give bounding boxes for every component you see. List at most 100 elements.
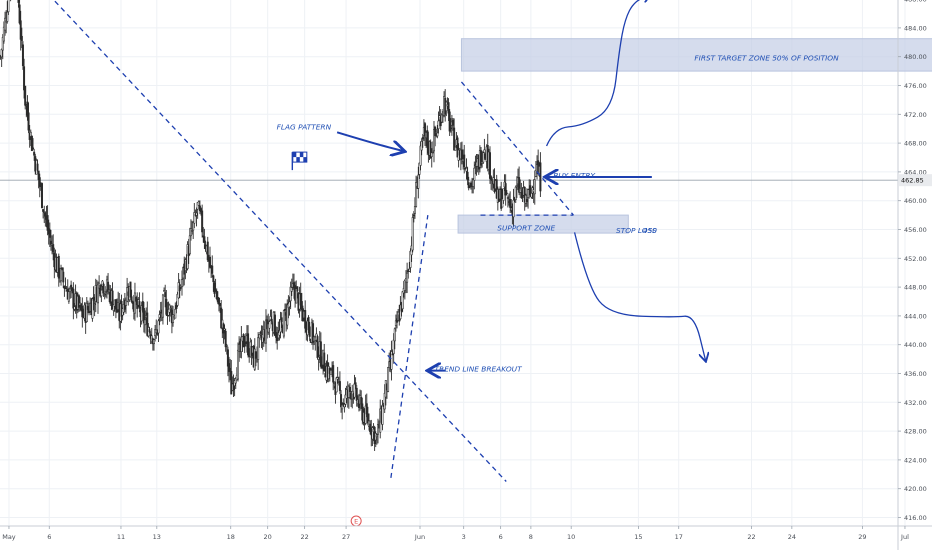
candle-body <box>421 137 424 140</box>
candle-body <box>129 281 132 298</box>
candle-body <box>391 353 394 356</box>
candle-body <box>539 162 542 192</box>
candle-body <box>527 189 530 198</box>
candle-body <box>157 320 160 334</box>
candle-body <box>211 265 214 274</box>
candle-body <box>73 306 76 310</box>
candle-body <box>38 177 41 187</box>
candle-body <box>91 298 94 319</box>
x-tick-label: Jul <box>900 533 909 541</box>
candle-body <box>338 381 341 391</box>
candle-body <box>124 299 127 306</box>
y-tick-label: 432.00 <box>904 399 927 407</box>
candle-body <box>529 185 532 196</box>
grid <box>0 0 906 526</box>
candle-body <box>195 212 198 216</box>
flag-check <box>296 157 300 163</box>
x-tick-label: 17 <box>675 533 683 541</box>
candle-body <box>161 294 164 318</box>
x-tick-label: Jun <box>414 533 425 541</box>
candle-body <box>174 308 177 319</box>
x-tick-label: 11 <box>117 533 125 541</box>
x-tick-label: 8 <box>529 533 533 541</box>
y-tick-label: 456.00 <box>904 226 927 234</box>
candle-body <box>365 403 368 415</box>
candle-body <box>206 241 209 261</box>
candle-body <box>72 288 75 309</box>
y-tick-label: 444.00 <box>904 312 927 320</box>
candle-body <box>533 179 536 195</box>
candle-body <box>138 301 141 309</box>
trend-line-2 <box>390 215 429 478</box>
candle-body <box>140 305 143 322</box>
candle-body <box>408 268 411 272</box>
candles <box>0 0 542 451</box>
candle-body <box>340 394 343 408</box>
candle-body <box>257 337 260 360</box>
candle-body <box>290 287 293 292</box>
candle-body <box>304 310 307 329</box>
candle-body <box>530 192 533 198</box>
candle-body <box>434 126 437 137</box>
candle-body <box>20 35 23 41</box>
candle-body <box>341 404 344 410</box>
candle-body <box>100 289 103 297</box>
candle-body <box>413 206 416 214</box>
candle-body <box>229 367 232 372</box>
y-tick-label: 440.00 <box>904 341 927 349</box>
candle-body <box>417 174 420 189</box>
candle-body <box>419 145 422 166</box>
zone-support-zone <box>457 214 629 234</box>
candle-body <box>92 296 95 301</box>
candle-body <box>308 326 311 337</box>
candle-body <box>57 255 60 279</box>
candle-body <box>512 199 515 218</box>
candle-body <box>430 152 433 157</box>
trend-lines <box>52 0 574 482</box>
flag-check <box>303 157 307 163</box>
candle-body <box>381 404 384 425</box>
last-price-tag <box>899 174 932 187</box>
candle-body <box>197 201 200 206</box>
candle-body <box>52 244 55 253</box>
candle-body <box>296 286 299 292</box>
candle-body <box>196 202 199 210</box>
candle-body <box>431 151 434 154</box>
annotation-stop-loss: STOP LOSS <box>616 226 657 235</box>
candle-body <box>515 184 518 188</box>
x-tick-label: 13 <box>153 533 161 541</box>
x-tick-label: 3 <box>462 533 466 541</box>
x-tick-label: 18 <box>227 533 235 541</box>
stop-loss-value-label: 450 <box>643 226 657 235</box>
candle-body <box>4 17 7 31</box>
candle-body <box>24 85 27 106</box>
candle-body <box>445 101 448 112</box>
candle-body <box>452 119 455 126</box>
candle-body <box>103 293 106 296</box>
x-tick-label: 6 <box>499 533 503 541</box>
x-tick-label: 10 <box>567 533 575 541</box>
y-tick-label: 476.00 <box>904 82 927 90</box>
y-tick-label: 468.00 <box>904 140 927 148</box>
candle-body <box>1 37 4 51</box>
candle-body <box>130 296 133 302</box>
candle-body <box>104 291 107 293</box>
y-tick-label: 484.00 <box>904 24 927 32</box>
candle-body <box>514 186 517 200</box>
zone-first-target-zone-50-of-position <box>460 38 932 72</box>
upside-projection-arrow <box>545 0 650 147</box>
candle-body <box>333 382 336 384</box>
candle-body <box>193 212 196 224</box>
candle-body <box>133 292 136 314</box>
y-tick-label: 448.00 <box>904 284 927 292</box>
x-tick-label: 29 <box>858 533 866 541</box>
candle-body <box>0 49 3 58</box>
candle-body <box>164 292 167 298</box>
candle-body <box>420 141 423 151</box>
annotation-flag-pattern: FLAG PATTERN <box>277 123 332 132</box>
annotation-first-target-zone-50-of-position: FIRST TARGET ZONE 50% OF POSITION <box>694 53 839 62</box>
candle-body <box>348 386 351 393</box>
